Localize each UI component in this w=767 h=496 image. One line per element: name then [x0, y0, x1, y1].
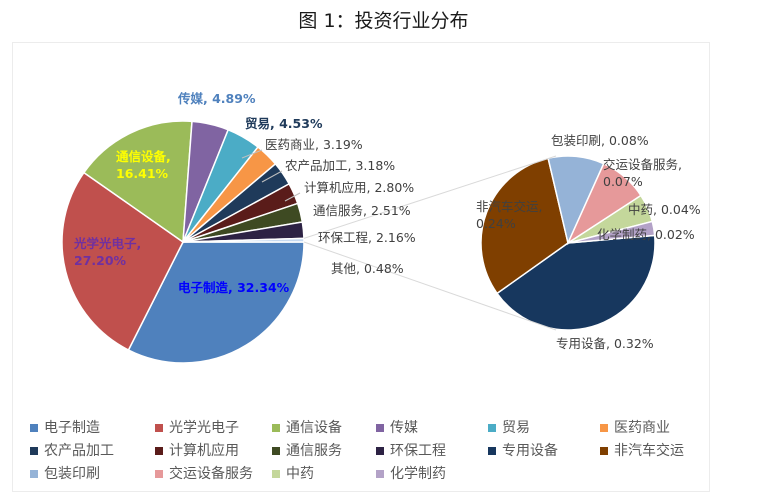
sub-label-4: 中药, 0.04% — [628, 202, 701, 217]
main-label-6: 农产品加工, 3.18% — [285, 158, 395, 173]
main-label-0: 电子制造, 32.34% — [178, 280, 290, 295]
legend-label-13: 交运设备服务 — [169, 465, 253, 482]
sub-pie-slice-5 — [567, 220, 656, 244]
legend-label-8: 通信服务 — [286, 443, 342, 459]
main-label-1: 光学光电子, 27.20% — [73, 236, 141, 268]
legend-label-2: 通信设备 — [286, 419, 342, 436]
main-label-3: 传媒, 4.89% — [177, 91, 256, 106]
legend-swatch-0 — [30, 424, 38, 432]
legend-swatch-6 — [30, 447, 38, 455]
sub-label-5: 化学制药, 0.02% — [597, 227, 695, 242]
main-pie-slice-2 — [82, 120, 193, 244]
main-label-10: 其他, 0.48% — [331, 261, 404, 276]
legend-swatch-12 — [30, 470, 38, 478]
legend-label-6: 农产品加工 — [44, 443, 114, 459]
main-label-7: 计算机应用, 2.80% — [304, 180, 414, 195]
legend-swatch-7 — [155, 447, 163, 455]
chart-title: 图 1：投资行业分布 — [298, 10, 469, 32]
legend-swatch-10 — [488, 447, 496, 455]
main-pie-slice-10 — [182, 237, 305, 243]
legend-label-4: 贸易 — [502, 420, 530, 436]
legend-swatch-8 — [272, 447, 280, 455]
sub-label-1: 非汽车交运, 0.24% — [476, 199, 542, 231]
leader-line-2 — [284, 192, 301, 202]
leader-line-0 — [241, 149, 263, 159]
legend-label-7: 计算机应用 — [169, 442, 239, 459]
leader-line-1 — [261, 170, 283, 183]
main-pie-slice-0 — [127, 241, 305, 364]
legend-label-1: 光学光电子 — [169, 420, 239, 436]
sub-label-0: 专用设备, 0.32% — [556, 336, 654, 351]
legend-label-9: 环保工程 — [390, 443, 446, 459]
legend-swatch-3 — [376, 424, 384, 432]
legend-label-11: 非汽车交运 — [614, 442, 684, 459]
legend-label-12: 包装印刷 — [44, 466, 100, 482]
legend-label-15: 化学制药 — [390, 466, 446, 482]
main-label-9: 环保工程, 2.16% — [318, 230, 416, 245]
sub-label-3: 交运设备服务, 0.07% — [603, 157, 682, 189]
legend-label-10: 专用设备 — [502, 442, 558, 459]
legend-label-14: 中药 — [286, 466, 314, 482]
legend-label-5: 医药商业 — [614, 420, 670, 436]
legend-label-3: 传媒 — [390, 420, 418, 436]
legend-swatch-14 — [272, 470, 280, 478]
connector-line-0 — [303, 155, 557, 239]
legend-swatch-13 — [155, 470, 163, 478]
legend-swatch-4 — [488, 424, 496, 432]
main-label-8: 通信服务, 2.51% — [313, 203, 411, 218]
sub-pie-slice-0 — [496, 234, 656, 331]
legend-label-0: 电子制造 — [44, 420, 100, 436]
legend-swatch-11 — [600, 447, 608, 455]
legend-swatch-2 — [272, 424, 280, 432]
main-pie-slice-1 — [61, 171, 184, 352]
main-label-4: 贸易, 4.53% — [245, 116, 323, 131]
sub-label-2: 包装印刷, 0.08% — [551, 133, 649, 148]
main-label-5: 医药商业, 3.19% — [265, 137, 363, 152]
legend-swatch-5 — [600, 424, 608, 432]
connector-line-1 — [303, 241, 557, 331]
main-label-2: 通信设备, 16.41% — [116, 149, 171, 181]
legend-swatch-1 — [155, 424, 163, 432]
legend-swatch-15 — [376, 470, 384, 478]
legend-swatch-9 — [376, 447, 384, 455]
